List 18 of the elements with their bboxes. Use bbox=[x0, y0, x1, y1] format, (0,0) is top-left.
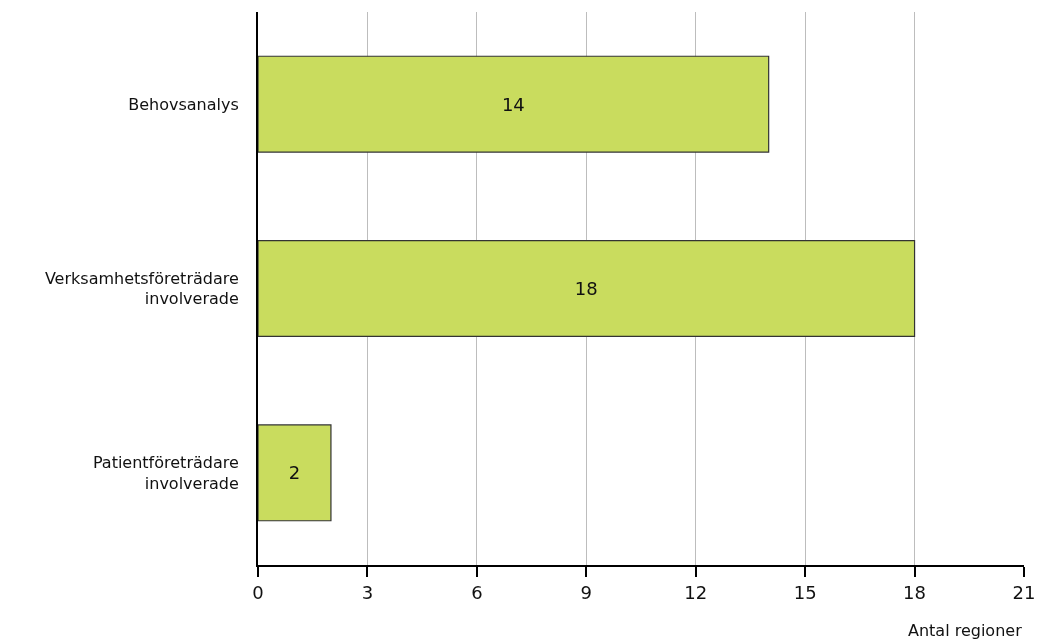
x-tick-label: 12 bbox=[684, 581, 708, 603]
data-label: 2 bbox=[288, 462, 301, 484]
y-tick-label: Patientföreträdare involverade bbox=[92, 453, 239, 493]
y-tick-label: Behovsanalys bbox=[128, 94, 239, 114]
x-tick-label: 6 bbox=[471, 581, 483, 603]
x-tick-label: 0 bbox=[252, 581, 264, 603]
x-tick-label: 18 bbox=[903, 581, 927, 603]
data-label: 14 bbox=[501, 93, 525, 115]
x-tick-label: 9 bbox=[580, 581, 593, 603]
y-tick-label: Verksamhetsföreträdare involverade bbox=[44, 268, 239, 309]
data-label: 18 bbox=[574, 278, 598, 299]
x-axis-title: Antal regioner bbox=[908, 621, 1023, 640]
bar bbox=[258, 424, 332, 522]
x-tick-label: 15 bbox=[793, 581, 817, 603]
bar bbox=[258, 239, 916, 338]
bar bbox=[258, 55, 770, 153]
x-tick-label: 21 bbox=[1012, 581, 1036, 603]
x-tick-label: 3 bbox=[361, 581, 374, 603]
